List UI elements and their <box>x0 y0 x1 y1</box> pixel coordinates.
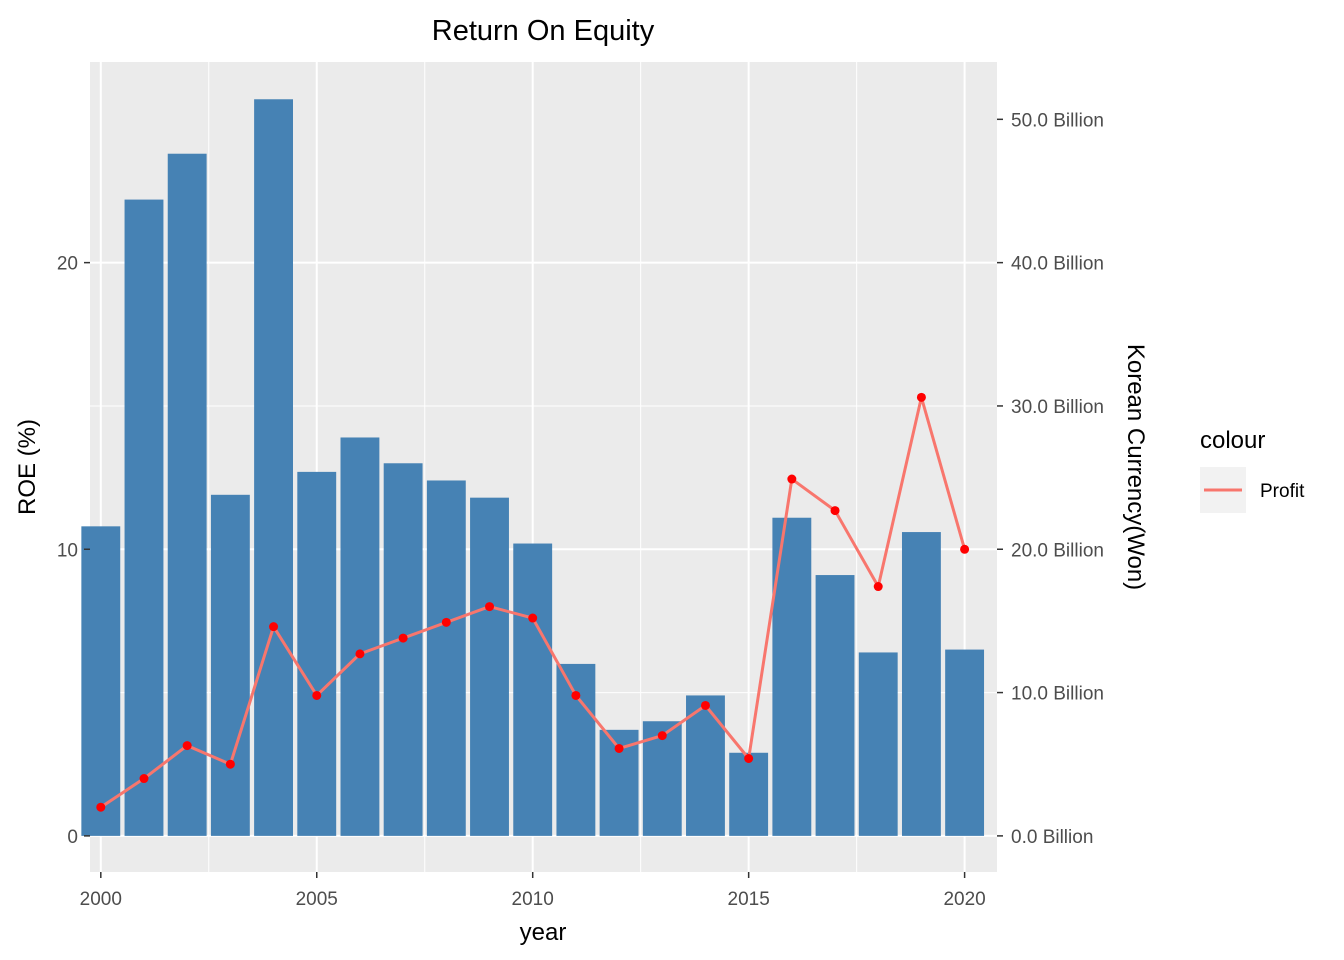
profit-point-2005 <box>312 690 322 700</box>
bar-2015 <box>729 752 769 836</box>
y-tick-label: 20 <box>57 254 78 275</box>
profit-point-2000 <box>96 802 106 812</box>
axes: 2000 2005 2010 2015 2020 0 10 20 0.0 Billion 10.0… <box>57 110 1104 910</box>
bar-2006 <box>340 437 380 836</box>
profit-point-2019 <box>916 392 926 402</box>
profit-point-2014 <box>700 700 710 710</box>
bar-2011 <box>556 663 596 836</box>
legend-title: colour <box>1200 427 1265 454</box>
profit-point-2008 <box>441 617 451 627</box>
y2-axis-title: Korean Currency(Won) <box>1122 344 1149 590</box>
x-tick-label: 2000 <box>80 889 122 910</box>
y-tick-label: 10 <box>57 540 78 561</box>
profit-point-2001 <box>139 774 149 784</box>
y2-tick-label: 20.0 Billion <box>1011 540 1104 561</box>
bar-2010 <box>513 543 553 836</box>
y2-tick-label: 10.0 Billion <box>1011 684 1104 705</box>
profit-point-2006 <box>355 649 365 659</box>
bar-2017 <box>815 575 855 836</box>
bar-2000 <box>81 526 121 836</box>
bar-2007 <box>383 463 423 836</box>
x-tick-label: 2015 <box>728 889 770 910</box>
profit-point-2015 <box>744 753 754 763</box>
bar-2019 <box>901 532 941 836</box>
profit-point-2012 <box>614 743 624 753</box>
y2-tick-label: 40.0 Billion <box>1011 254 1104 275</box>
bar-2005 <box>297 471 337 836</box>
profit-line-series <box>96 392 970 812</box>
legend: colour Profit <box>1200 427 1305 513</box>
bar-2020 <box>945 649 985 836</box>
bar-2014 <box>686 695 725 836</box>
profit-point-2017 <box>830 506 840 516</box>
legend-entry-profit: Profit <box>1260 481 1305 502</box>
profit-point-2013 <box>657 731 667 741</box>
bar-2001 <box>124 199 164 836</box>
bar-2002 <box>167 153 207 836</box>
profit-point-2003 <box>225 759 235 769</box>
profit-point-2010 <box>528 613 538 623</box>
bar-2018 <box>858 652 898 836</box>
profit-point-2016 <box>787 474 797 484</box>
x-tick-label: 2010 <box>512 889 554 910</box>
profit-point-2004 <box>269 622 279 632</box>
profit-point-2002 <box>182 741 192 751</box>
profit-point-2007 <box>398 633 408 643</box>
bar-2004 <box>254 99 293 836</box>
y-tick-label: 0 <box>67 827 78 848</box>
y2-tick-label: 50.0 Billion <box>1011 110 1104 131</box>
bar-2003 <box>210 494 250 836</box>
profit-point-2020 <box>960 544 970 554</box>
y-axis-title: ROE (%) <box>14 419 41 515</box>
grid-minor <box>90 62 997 872</box>
chart-title: Return On Equity <box>432 15 655 47</box>
y2-tick-label: 0.0 Billion <box>1011 827 1093 848</box>
bar-2008 <box>426 480 466 836</box>
x-tick-label: 2020 <box>943 889 985 910</box>
profit-point-2018 <box>873 582 883 592</box>
profit-point-2011 <box>571 690 581 700</box>
profit-point-2009 <box>485 602 495 612</box>
x-axis-title: year <box>520 919 567 946</box>
bar-series <box>81 99 985 836</box>
bar-2009 <box>470 497 509 836</box>
y2-tick-label: 30.0 Billion <box>1011 397 1104 418</box>
x-tick-label: 2005 <box>296 889 338 910</box>
